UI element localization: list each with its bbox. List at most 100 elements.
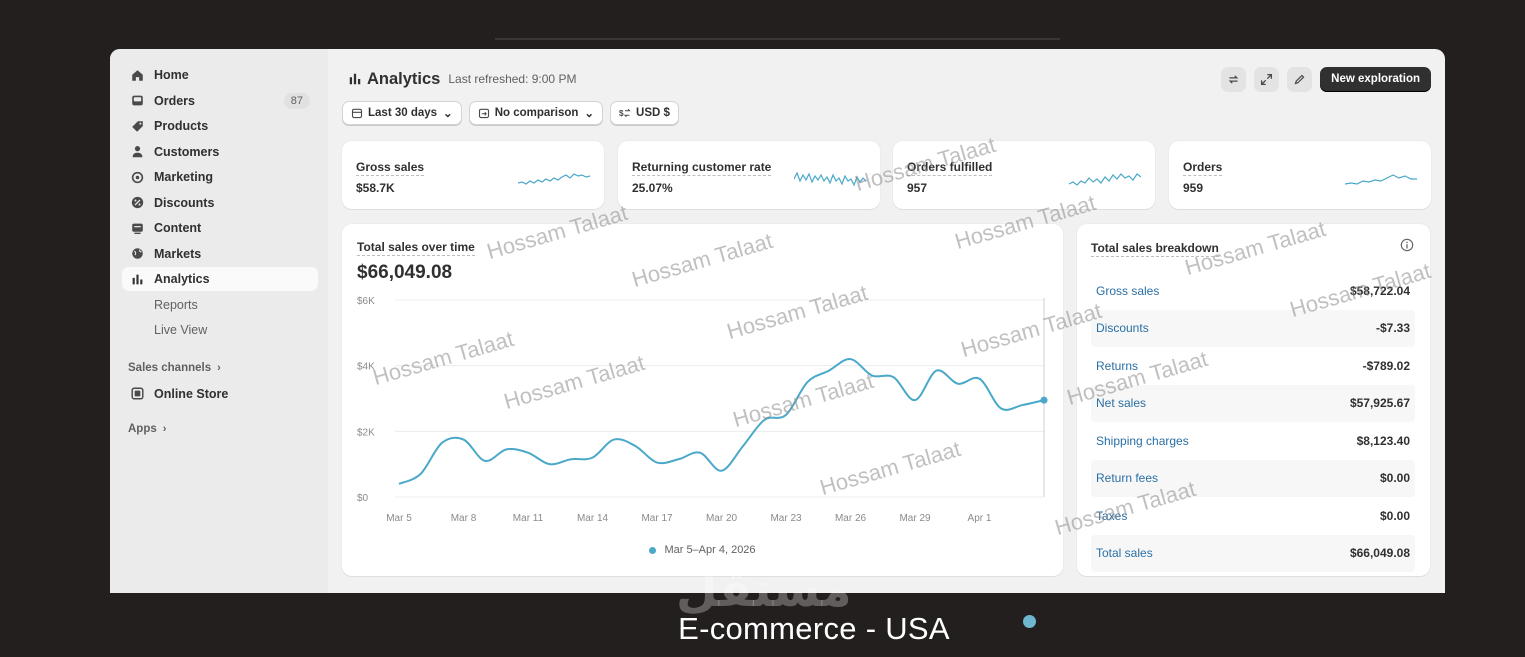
sidebar-item-discounts[interactable]: Discounts — [122, 191, 318, 215]
breakdown-row-gross-sales: Gross sales $58,722.04 — [1091, 272, 1415, 310]
edit-button[interactable] — [1287, 66, 1313, 92]
main-content: Analytics Last refreshed: 9:00 PM New ex… — [328, 49, 1445, 593]
sidebar: Home Orders 87 Products Customers Market… — [110, 49, 328, 593]
breakdown-link[interactable]: Return fees — [1096, 471, 1159, 486]
image-caption: E-commerce - USA — [678, 611, 950, 646]
sales-line-chart: $0 $2K $4K $6K Mar 5 Mar 8 Mar 11 Mar 14 Mar 17 M… — [357, 296, 1048, 524]
sidebar-subitem-live-view[interactable]: Live View — [154, 323, 208, 337]
breakdown-link[interactable]: Taxes — [1096, 508, 1128, 523]
sparkline — [1069, 173, 1141, 186]
x-tick-label: Mar 11 — [513, 513, 544, 524]
refresh-button[interactable] — [1221, 66, 1247, 92]
date-range-button[interactable]: Last 30 days ⌄ — [342, 101, 462, 125]
currency-label: USD $ — [636, 107, 670, 119]
comparison-button[interactable]: No comparison ⌄ — [468, 101, 604, 125]
x-tick-label: Mar 26 — [835, 513, 867, 524]
chart-total-value: $66,049.08 — [357, 262, 453, 283]
metric-card-gross-sales[interactable]: Gross sales $58.7K — [342, 141, 604, 209]
metric-label: Returning customer rate — [632, 160, 772, 176]
new-exploration-button[interactable]: New exploration — [1320, 66, 1431, 92]
sidebar-item-label: Content — [154, 221, 202, 235]
metric-card-orders-fulfilled[interactable]: Orders fulfilled 957 — [893, 141, 1155, 209]
x-tick-label: Mar 29 — [899, 513, 931, 524]
svg-text:$: $ — [619, 109, 624, 118]
filter-bar: Last 30 days ⌄ No comparison ⌄ $ USD $ — [342, 101, 679, 125]
metric-label: Orders fulfilled — [907, 160, 993, 176]
sidebar-subitem-reports[interactable]: Reports — [154, 297, 198, 312]
page-title: Analytics — [367, 69, 441, 88]
sidebar-item-label: Markets — [154, 246, 202, 261]
sparkline — [1345, 174, 1417, 185]
breakdown-row-returns: Returns -$789.02 — [1091, 347, 1415, 385]
breakdown-row-return-fees: Return fees $0.00 — [1091, 459, 1415, 497]
sidebar-item-marketing[interactable]: Marketing — [122, 165, 318, 189]
sidebar-item-orders[interactable]: Orders 87 — [122, 89, 318, 113]
breakdown-value: -$7.33 — [1375, 321, 1410, 336]
bar-chart-icon — [349, 73, 361, 85]
calendar-icon — [351, 108, 363, 119]
breakdown-value: $58,722.04 — [1349, 283, 1410, 298]
sidebar-item-home[interactable]: Home — [122, 63, 318, 87]
comparison-label: No comparison — [494, 107, 579, 119]
apps-header[interactable]: Apps › — [122, 419, 318, 439]
y-tick-label: $6K — [357, 296, 375, 307]
breakdown-row-total-sales: Total sales $66,049.08 — [1091, 534, 1415, 572]
sidebar-item-online-store[interactable]: Online Store — [122, 382, 318, 406]
breakdown-link[interactable]: Gross sales — [1096, 283, 1160, 298]
sidebar-item-products[interactable]: Products — [122, 114, 318, 138]
legend-swatch — [649, 546, 657, 554]
last-refreshed-text: Last refreshed: 9:00 PM — [448, 72, 577, 86]
home-icon — [130, 68, 144, 82]
breakdown-value: $66,049.08 — [1349, 546, 1410, 561]
breakdown-value: $8,123.40 — [1356, 433, 1410, 448]
metric-card-returning-customer-rate[interactable]: Returning customer rate 25.07% — [618, 141, 880, 209]
sidebar-item-label: Customers — [154, 144, 220, 159]
x-tick-label: Mar 14 — [577, 513, 609, 524]
sidebar-item-markets[interactable]: Markets — [122, 242, 318, 266]
breakdown-link[interactable]: Discounts — [1096, 321, 1149, 336]
breakdown-value: -$789.02 — [1362, 358, 1410, 373]
info-icon[interactable] — [1400, 238, 1414, 252]
chart-title: Total sales over time — [357, 240, 475, 256]
x-tick-label: Mar 5 — [386, 513, 412, 524]
currency-button[interactable]: $ USD $ — [610, 101, 679, 125]
page-header: Analytics Last refreshed: 9:00 PM New ex… — [348, 65, 1431, 93]
breakdown-link[interactable]: Net sales — [1096, 396, 1147, 411]
person-icon — [130, 145, 144, 159]
sidebar-item-customers[interactable]: Customers — [122, 140, 318, 164]
sidebar-item-label: Products — [154, 119, 209, 133]
chevron-right-icon: › — [217, 361, 221, 374]
expand-icon — [1261, 73, 1273, 85]
x-tick-label: Mar 17 — [641, 513, 673, 524]
metric-value: $58.7K — [356, 181, 395, 195]
breakdown-row-shipping-charges: Shipping charges $8,123.40 — [1091, 422, 1415, 460]
x-tick-label: Mar 20 — [706, 513, 738, 524]
metric-label: Orders — [1183, 160, 1223, 176]
legend-label: Mar 5–Apr 4, 2026 — [664, 544, 756, 556]
x-tick-label: Mar 8 — [451, 513, 477, 524]
sidebar-item-analytics[interactable]: Analytics — [122, 267, 318, 291]
app-window: Home Orders 87 Products Customers Market… — [110, 49, 1445, 593]
fullscreen-button[interactable] — [1254, 66, 1280, 92]
refresh-icon — [1228, 74, 1239, 84]
sidebar-item-content[interactable]: Content — [122, 216, 318, 240]
sparkline — [794, 171, 866, 187]
y-tick-label: $2K — [357, 427, 375, 438]
bar-chart-icon — [130, 272, 144, 286]
content-icon — [130, 221, 144, 235]
orders-count-badge: 87 — [283, 92, 310, 109]
metric-value: 25.07% — [632, 181, 673, 195]
apps-label: Apps — [128, 423, 157, 435]
store-icon — [130, 387, 144, 401]
breakdown-link[interactable]: Shipping charges — [1096, 433, 1189, 448]
breakdown-title: Total sales breakdown — [1091, 241, 1219, 257]
metric-card-orders[interactable]: Orders 959 — [1169, 141, 1431, 209]
breakdown-link[interactable]: Total sales — [1096, 546, 1153, 561]
inbox-icon — [130, 94, 144, 108]
calendar-compare-icon — [478, 108, 489, 119]
sales-breakdown-card: Total sales breakdown Gross sales $58,722… — [1077, 224, 1430, 576]
breakdown-link[interactable]: Returns — [1096, 358, 1139, 373]
sales-channels-header[interactable]: Sales channels › — [122, 358, 318, 378]
series-line — [398, 358, 1045, 485]
sparkline — [518, 173, 590, 185]
